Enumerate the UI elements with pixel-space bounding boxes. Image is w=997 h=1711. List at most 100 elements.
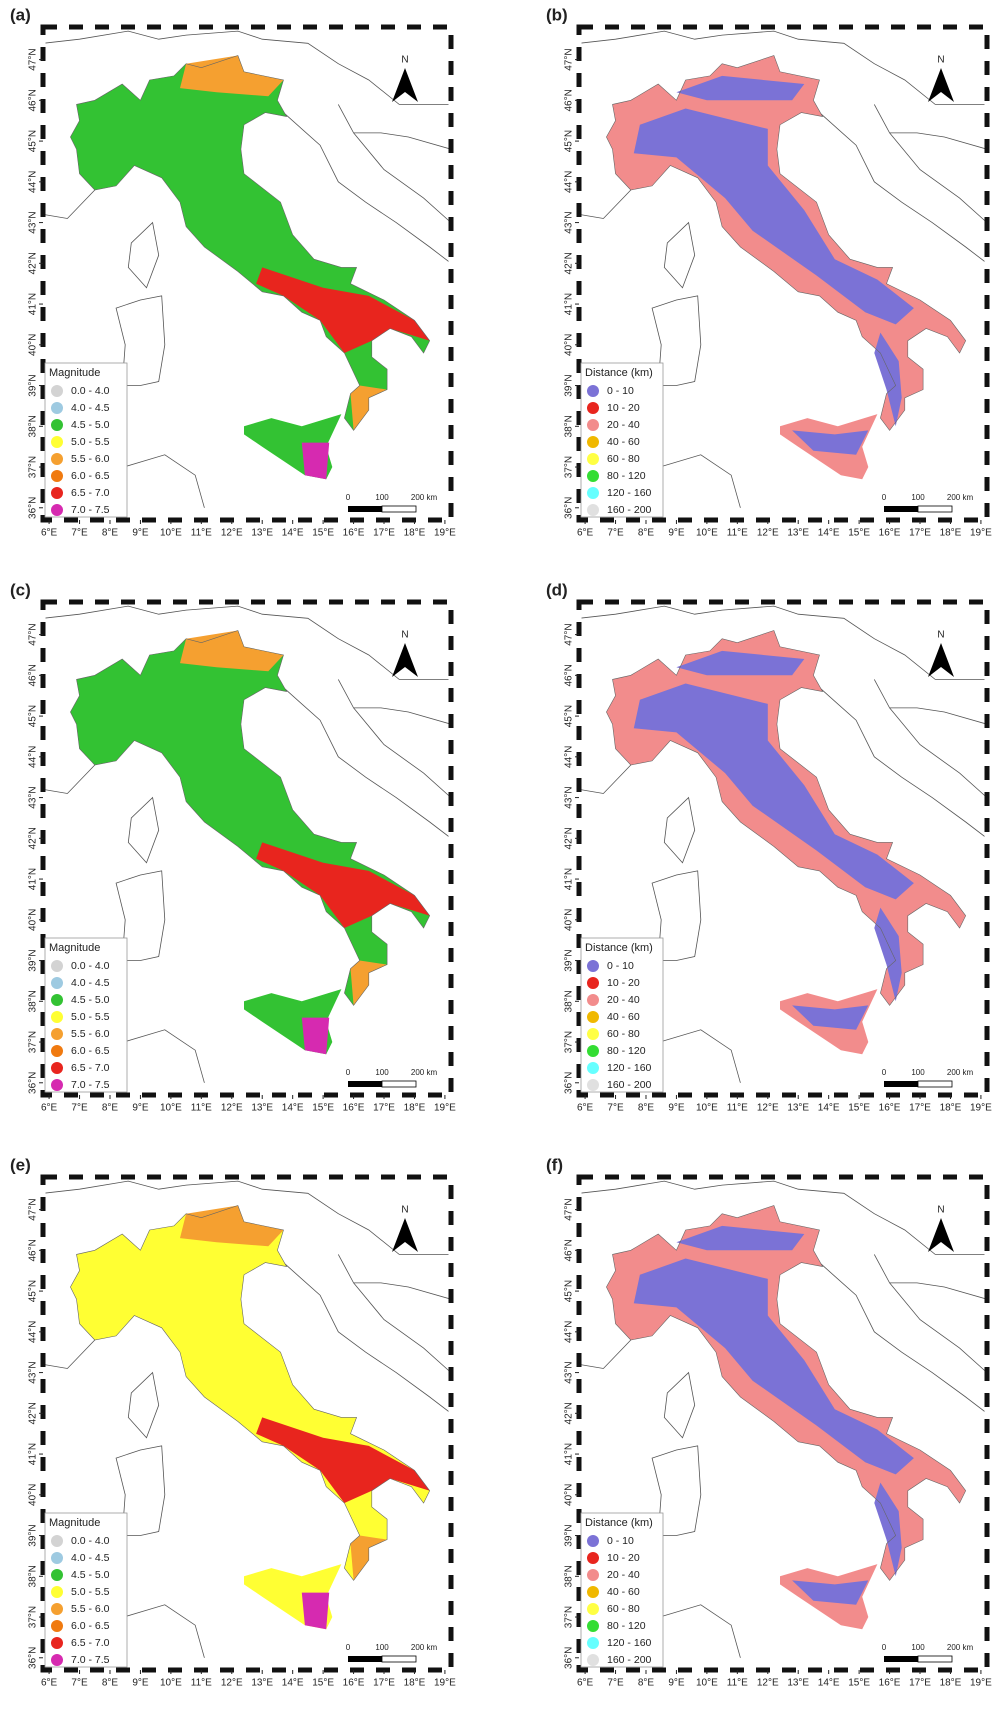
legend-swatch: [587, 1079, 599, 1091]
legend-swatch: [587, 1062, 599, 1074]
legend-swatch: [51, 994, 63, 1006]
x-tick-label: 15°E: [312, 528, 334, 539]
scale-label: 200 km: [411, 493, 438, 502]
y-tick-label: 44°N: [28, 171, 39, 193]
legend-swatch: [587, 1637, 599, 1649]
y-tick-label: 38°N: [564, 415, 575, 437]
x-tick-label: 14°E: [818, 1103, 840, 1114]
north-label: N: [937, 55, 944, 66]
y-tick-label: 39°N: [28, 374, 39, 396]
map-panel: (c)6°E7°E8°E9°E10°E11°E12°E13°E14°E15°E1…: [10, 580, 456, 1113]
x-tick-label: 13°E: [251, 1678, 273, 1689]
scale-label: 0: [882, 1643, 887, 1652]
x-tick-label: 8°E: [102, 528, 119, 539]
legend-label: 7.0 - 7.5: [71, 1654, 110, 1666]
scale-label: 100: [375, 1643, 389, 1652]
y-tick-label: 43°N: [28, 211, 39, 233]
legend-label: 10 - 20: [607, 977, 640, 989]
x-tick-label: 13°E: [787, 1678, 809, 1689]
x-tick-label: 12°E: [757, 1103, 779, 1114]
x-tick-label: 6°E: [577, 1678, 594, 1689]
x-tick-label: 19°E: [970, 528, 992, 539]
x-tick-label: 10°E: [160, 528, 182, 539]
y-tick-label: 42°N: [28, 827, 39, 849]
y-tick-label: 47°N: [28, 48, 39, 70]
y-tick-label: 37°N: [564, 1031, 575, 1053]
scale-label: 200 km: [947, 1068, 974, 1077]
legend-title: Distance (km): [585, 1517, 653, 1529]
legend-label: 6.0 - 6.5: [71, 470, 110, 482]
legend-swatch: [51, 419, 63, 431]
legend-label: 20 - 40: [607, 994, 640, 1006]
x-tick-label: 7°E: [607, 1678, 624, 1689]
x-tick-label: 10°E: [160, 1103, 182, 1114]
y-tick-label: 43°N: [564, 211, 575, 233]
map-panel: (a)6°E7°E8°E9°E10°E11°E12°E13°E14°E15°E1…: [10, 5, 456, 538]
legend-swatch: [51, 1620, 63, 1632]
x-tick-label: 18°E: [404, 528, 426, 539]
legend-swatch: [51, 1028, 63, 1040]
legend-title: Distance (km): [585, 367, 653, 379]
hazard-zone: [302, 443, 329, 480]
y-tick-label: 41°N: [28, 1443, 39, 1465]
x-tick-label: 19°E: [434, 528, 456, 539]
legend-label: 80 - 120: [607, 1620, 646, 1632]
page: (a)6°E7°E8°E9°E10°E11°E12°E13°E14°E15°E1…: [0, 0, 997, 1711]
x-tick-label: 9°E: [132, 1678, 149, 1689]
y-tick-label: 42°N: [28, 252, 39, 274]
y-tick-label: 40°N: [28, 334, 39, 356]
y-tick-label: 40°N: [564, 334, 575, 356]
y-tick-label: 37°N: [564, 456, 575, 478]
legend-swatch: [51, 960, 63, 972]
legend-title: Magnitude: [49, 1517, 100, 1529]
y-tick-label: 36°N: [28, 1647, 39, 1669]
y-tick-label: 41°N: [28, 868, 39, 890]
legend-label: 10 - 20: [607, 1552, 640, 1564]
x-tick-label: 11°E: [727, 1678, 748, 1689]
scale-bar-dark: [348, 1656, 382, 1662]
north-label: N: [937, 1205, 944, 1216]
legend-label: 0 - 10: [607, 1535, 634, 1547]
x-tick-label: 13°E: [251, 1103, 273, 1114]
y-tick-label: 38°N: [28, 415, 39, 437]
legend-title: Magnitude: [49, 942, 100, 954]
y-tick-label: 47°N: [564, 623, 575, 645]
scale-label: 0: [346, 1643, 351, 1652]
x-tick-label: 9°E: [668, 1678, 685, 1689]
legend-swatch: [51, 1552, 63, 1564]
y-tick-label: 36°N: [28, 1072, 39, 1094]
x-tick-label: 8°E: [102, 1103, 119, 1114]
panel-label: (f): [546, 1155, 563, 1174]
y-tick-label: 46°N: [564, 89, 575, 111]
panel-label: (d): [546, 580, 568, 599]
legend-label: 160 - 200: [607, 1079, 652, 1091]
y-tick-label: 46°N: [564, 664, 575, 686]
x-tick-label: 8°E: [638, 1103, 655, 1114]
legend-swatch: [587, 1552, 599, 1564]
x-tick-label: 8°E: [638, 528, 655, 539]
x-tick-label: 16°E: [343, 1678, 365, 1689]
scale-label: 0: [346, 493, 351, 502]
y-tick-label: 41°N: [564, 1443, 575, 1465]
x-tick-label: 8°E: [638, 1678, 655, 1689]
x-tick-label: 15°E: [848, 1678, 870, 1689]
x-tick-label: 16°E: [879, 528, 901, 539]
x-tick-label: 6°E: [577, 1103, 594, 1114]
legend-label: 7.0 - 7.5: [71, 504, 110, 516]
x-tick-label: 17°E: [909, 528, 931, 539]
scale-label: 100: [375, 1068, 389, 1077]
scale-bar-dark: [884, 506, 918, 512]
legend-label: 80 - 120: [607, 1045, 646, 1057]
x-tick-label: 9°E: [668, 528, 685, 539]
x-tick-label: 18°E: [404, 1678, 426, 1689]
x-tick-label: 7°E: [71, 1103, 88, 1114]
scale-bar-light: [918, 1656, 952, 1662]
x-tick-label: 17°E: [909, 1678, 931, 1689]
legend-swatch: [51, 977, 63, 989]
y-tick-label: 44°N: [28, 746, 39, 768]
x-tick-label: 19°E: [434, 1103, 456, 1114]
y-tick-label: 46°N: [28, 1239, 39, 1261]
x-tick-label: 19°E: [970, 1678, 992, 1689]
legend-swatch: [51, 1079, 63, 1091]
